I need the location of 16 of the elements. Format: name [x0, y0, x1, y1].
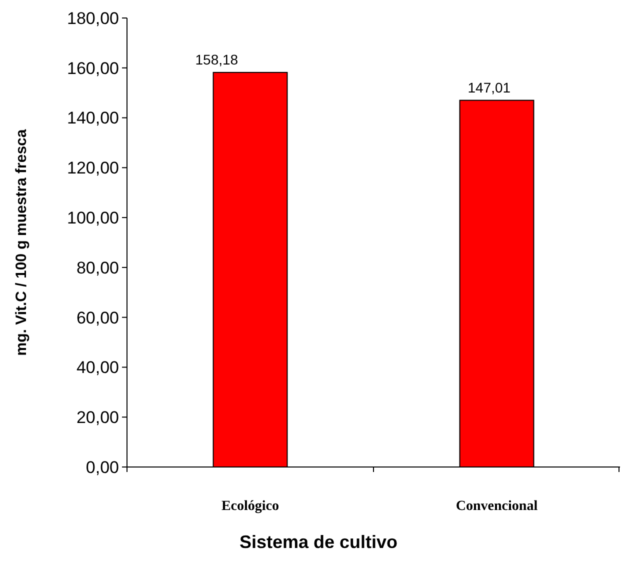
y-tick-label: 60,00: [76, 308, 119, 328]
y-tick-label: 0,00: [86, 458, 119, 477]
x-axis-title: Sistema de cultivo: [239, 532, 398, 552]
y-tick-label: 120,00: [67, 158, 119, 178]
y-tick-label: 140,00: [67, 108, 119, 128]
x-tick-label: Ecológico: [221, 499, 280, 514]
y-tick-label: 20,00: [76, 408, 119, 428]
y-tick-label: 40,00: [76, 358, 119, 378]
y-tick-label: 180,00: [67, 8, 119, 28]
y-tick-label: 80,00: [76, 258, 119, 278]
y-tick-label: 160,00: [67, 58, 119, 78]
data-label: 158,18: [195, 51, 238, 68]
data-label: 147,01: [468, 79, 511, 96]
x-tick-label: Convencional: [456, 499, 538, 514]
y-tick-label: 100,00: [67, 208, 119, 228]
y-axis-title: mg. Vit.C / 100 g muestra fresca: [13, 128, 30, 356]
